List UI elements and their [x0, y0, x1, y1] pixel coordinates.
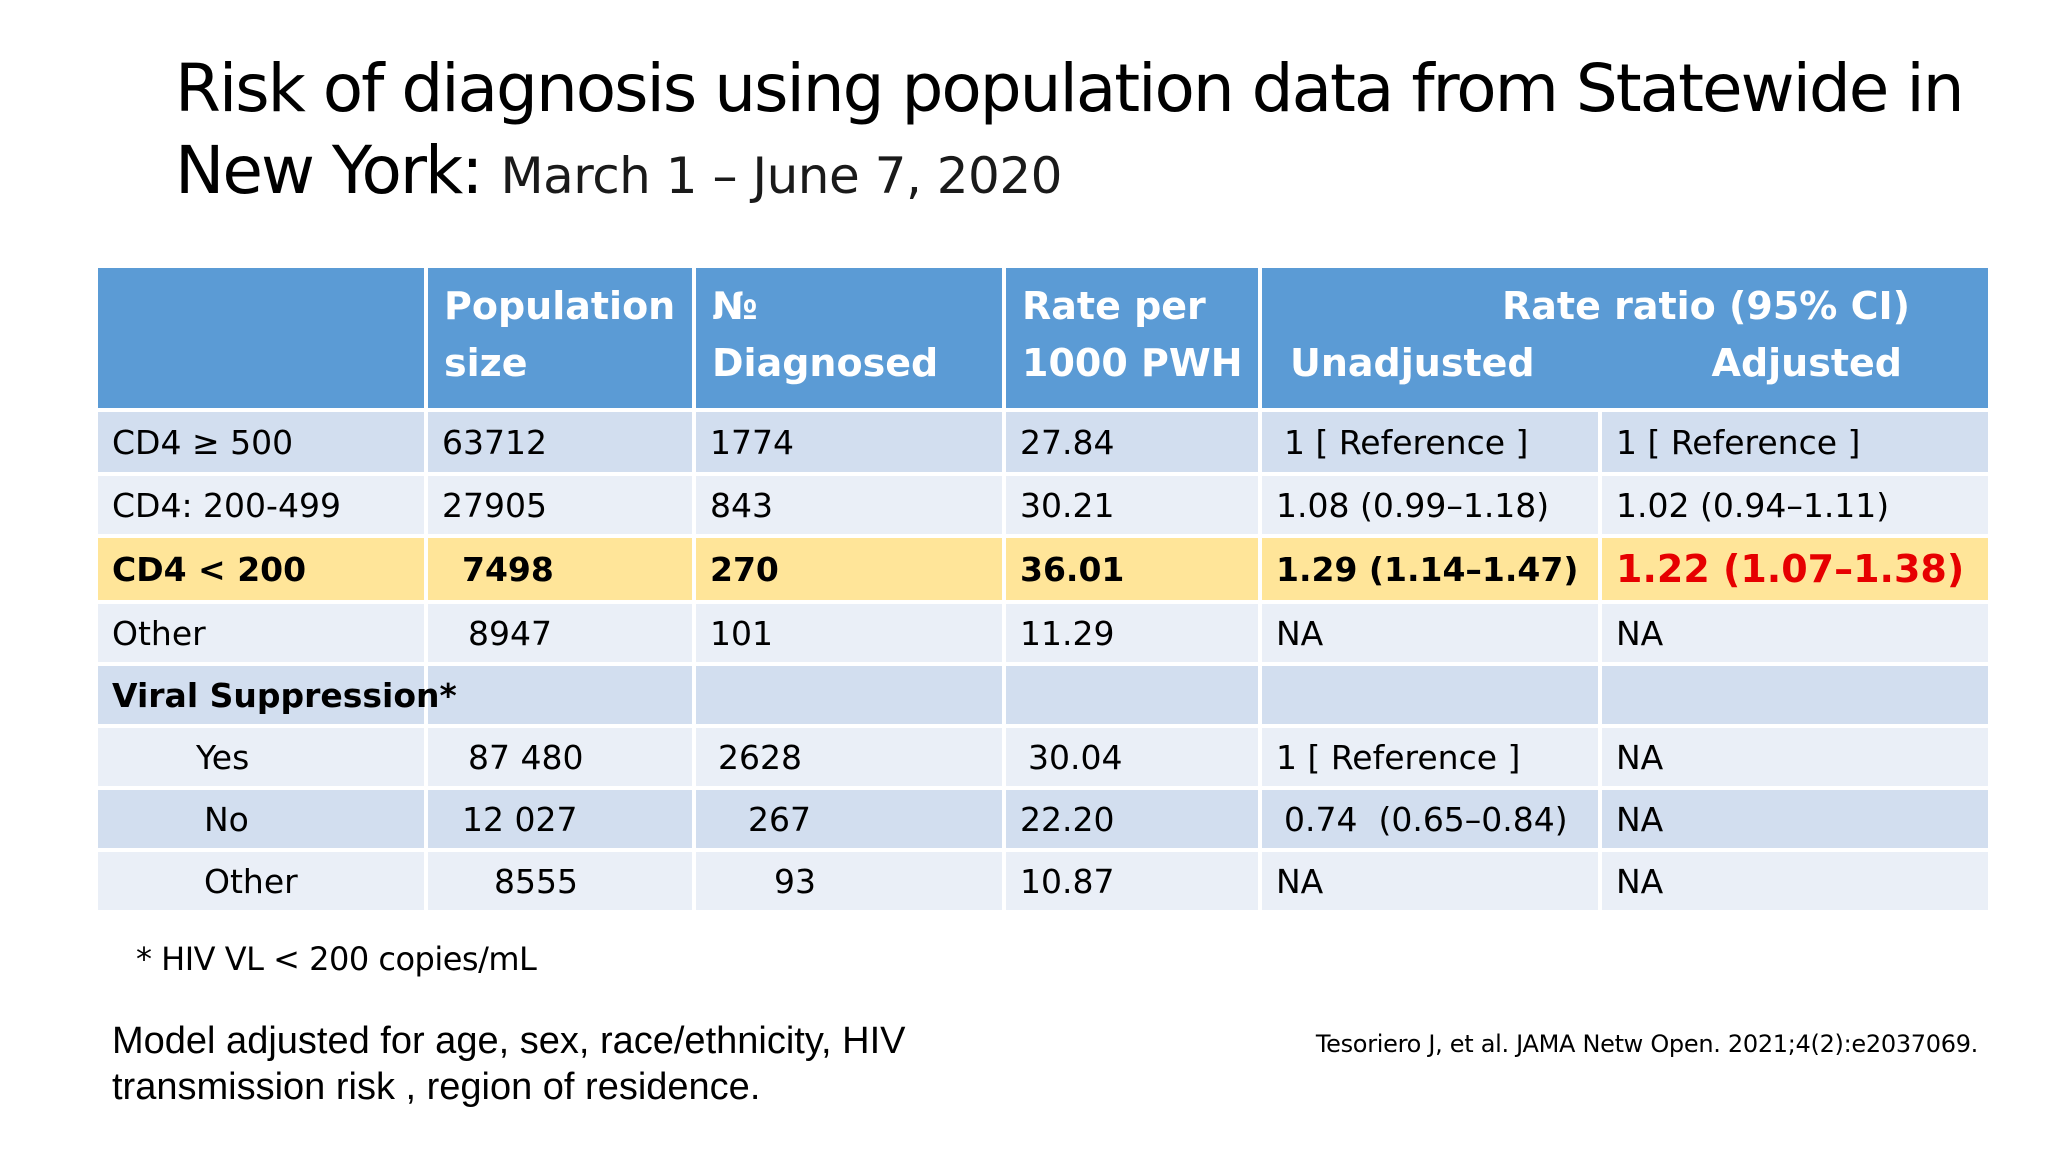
cell-population: 7498 [428, 538, 692, 600]
table-row-cd4-other: Other 8947 101 11.29 NA NA [98, 604, 1988, 662]
title-main: Risk of diagnosis using population data … [175, 50, 1965, 209]
cell-rate: 22.20 [1006, 790, 1258, 848]
header-diagnosed-label: № Diagnosed [712, 284, 939, 385]
cell-population: 63712 [428, 412, 692, 472]
cell-diagnosed: 267 [696, 790, 1002, 848]
header-population-line1: Population [444, 284, 676, 328]
header-diagnosed: № Diagnosed [696, 268, 1002, 408]
header-unadjusted: Unadjusted [1290, 341, 1535, 385]
table-row-vs-other: Other 8555 93 10.87 NA NA [98, 852, 1988, 910]
slide-title: Risk of diagnosis using population data … [175, 48, 2015, 217]
cell-population: 12 027 [428, 790, 692, 848]
cell-unadjusted [1262, 666, 1598, 724]
cell-diagnosed: 843 [696, 476, 1002, 534]
cell-unadjusted: 0.74 (0.65–0.84) [1262, 790, 1598, 848]
row-label: Viral Suppression* [98, 666, 457, 724]
cell-unadjusted: 1 [ Reference ] [1262, 728, 1598, 786]
cell-rate: 11.29 [1006, 604, 1258, 662]
cell-unadjusted: 1 [ Reference ] [1262, 412, 1598, 472]
header-rate-ratio: Rate ratio (95% CI) Unadjusted Adjusted [1262, 268, 1988, 408]
cell-unadjusted: NA [1262, 604, 1598, 662]
row-label: CD4 ≥ 500 [98, 412, 424, 472]
row-label: Yes [98, 728, 424, 786]
table-row-viral-suppression-heading: Viral Suppression* [98, 666, 1988, 724]
cell-population: 87 480 [428, 728, 692, 786]
cell-rate: 30.21 [1006, 476, 1258, 534]
header-population-line2: size [444, 341, 528, 385]
header-rate-line1: Rate per [1022, 284, 1206, 328]
table-row-cd4-under-200: CD4 < 200 7498 270 36.01 1.29 (1.14–1.47… [98, 538, 1988, 600]
cell-rate: 36.01 [1006, 538, 1258, 600]
cell-unadjusted: 1.08 (0.99–1.18) [1262, 476, 1598, 534]
cell-rate: 27.84 [1006, 412, 1258, 472]
header-rate-ratio-label: Rate ratio (95% CI) [1502, 284, 1910, 328]
cell-diagnosed: 1774 [696, 412, 1002, 472]
cell-adjusted: NA [1602, 728, 1988, 786]
table-row-cd4-200-499: CD4: 200-499 27905 843 30.21 1.08 (0.99–… [98, 476, 1988, 534]
header-adjusted: Adjusted [1711, 341, 1902, 385]
risk-table: Population size № Diagnosed Rate per 100… [94, 264, 1992, 914]
row-label: CD4: 200-499 [98, 476, 424, 534]
header-rate-ratio-subheaders: Unadjusted Adjusted [1278, 335, 1974, 392]
header-rate-line2: 1000 PWH [1022, 341, 1243, 385]
title-subtitle: March 1 – June 7, 2020 [500, 147, 1062, 205]
cell-rate: 10.87 [1006, 852, 1258, 910]
cell-unadjusted: 1.29 (1.14–1.47) [1262, 538, 1598, 600]
cell-adjusted: NA [1602, 604, 1988, 662]
cell-adjusted: 1.22 (1.07–1.38) [1602, 538, 1988, 600]
cell-diagnosed: 93 [696, 852, 1002, 910]
cell-unadjusted: NA [1262, 852, 1598, 910]
model-adjustment-note: Model adjusted for age, sex, race/ethnic… [112, 1020, 906, 1108]
cell-population: 8555 [428, 852, 692, 910]
cell-population: 8947 [428, 604, 692, 662]
row-label: CD4 < 200 [98, 538, 424, 600]
cell-adjusted: 1 [ Reference ] [1602, 412, 1988, 472]
cell-adjusted [1602, 666, 1988, 724]
row-label: Other [98, 852, 424, 910]
cell-population [428, 666, 692, 724]
table-footnote: * HIV VL < 200 copies/mL [136, 940, 537, 978]
cell-adjusted: NA [1602, 790, 1988, 848]
header-empty [98, 268, 424, 408]
cell-rate [1006, 666, 1258, 724]
cell-diagnosed: 2628 [696, 728, 1002, 786]
table-row-vs-yes: Yes 87 480 2628 30.04 1 [ Reference ] NA [98, 728, 1988, 786]
cell-population: 27905 [428, 476, 692, 534]
cell-adjusted: 1.02 (0.94–1.11) [1602, 476, 1988, 534]
cell-rate: 30.04 [1006, 728, 1258, 786]
cell-diagnosed [696, 666, 1002, 724]
citation: Tesoriero J, et al. JAMA Netw Open. 2021… [1315, 1030, 1978, 1058]
header-population: Population size [428, 268, 692, 408]
table-row-vs-no: No 12 027 267 22.20 0.74 (0.65–0.84) NA [98, 790, 1988, 848]
highlighted-adjusted-value: 1.22 (1.07–1.38) [1616, 547, 1965, 591]
cell-diagnosed: 101 [696, 604, 1002, 662]
cell-diagnosed: 270 [696, 538, 1002, 600]
row-label: Other [98, 604, 424, 662]
cell-adjusted: NA [1602, 852, 1988, 910]
row-label: No [98, 790, 424, 848]
table-header-row: Population size № Diagnosed Rate per 100… [98, 268, 1988, 408]
header-rate: Rate per 1000 PWH [1006, 268, 1258, 408]
table-row-cd4-500-plus: CD4 ≥ 500 63712 1774 27.84 1 [ Reference… [98, 412, 1988, 472]
